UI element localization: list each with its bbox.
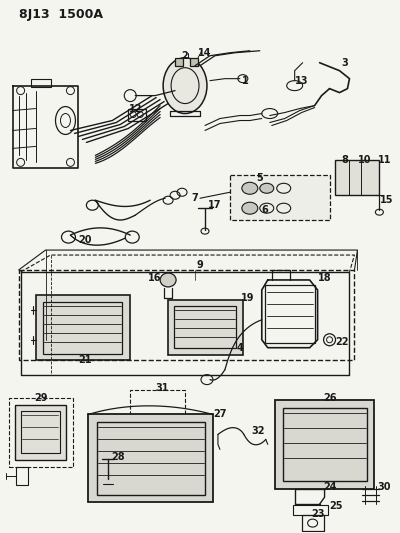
Bar [190,58,198,66]
Text: 4: 4 [236,343,243,353]
Bar [9,398,74,467]
Bar [175,58,183,66]
Text: 29: 29 [34,392,47,402]
Ellipse shape [163,58,207,114]
Text: 6: 6 [261,205,268,215]
Bar [265,285,315,343]
Text: 24: 24 [323,482,336,492]
Text: 27: 27 [213,409,227,419]
Bar [30,79,50,87]
Bar [128,109,146,120]
Text: 2: 2 [182,51,188,61]
Bar [168,300,243,354]
Bar [16,467,28,485]
Text: 25: 25 [329,501,342,511]
Bar [42,302,122,354]
Text: 14: 14 [198,48,212,58]
Text: 10: 10 [358,156,371,165]
Text: 21: 21 [79,354,92,365]
Bar [21,411,60,454]
Text: 11: 11 [378,156,391,165]
Text: 17: 17 [208,200,222,210]
Bar [275,400,374,489]
Ellipse shape [242,182,258,194]
Text: 5: 5 [256,173,263,183]
Text: 3: 3 [341,58,348,68]
Text: 28: 28 [112,453,125,462]
Bar [302,515,324,531]
Text: 18: 18 [318,273,331,283]
Text: 9: 9 [197,260,203,270]
Text: 31: 31 [155,383,169,393]
Ellipse shape [260,183,274,193]
Text: 7: 7 [192,193,198,203]
Text: 1: 1 [242,76,248,86]
Polygon shape [230,175,330,220]
Bar [36,295,130,360]
Text: 16: 16 [148,273,162,283]
Text: 12: 12 [128,103,142,114]
Bar [15,405,66,461]
Text: 13: 13 [295,76,308,86]
Bar [293,505,328,515]
Text: 15: 15 [380,195,393,205]
Bar [97,423,205,495]
Text: 20: 20 [79,235,92,245]
Text: 30: 30 [378,482,391,492]
Bar [130,390,185,424]
Bar [334,160,379,195]
Ellipse shape [160,273,176,287]
Text: 8J13  1500A: 8J13 1500A [19,9,103,21]
Text: 22: 22 [335,337,348,347]
Bar [283,408,368,481]
Text: 23: 23 [311,509,324,519]
Text: 32: 32 [251,426,264,437]
Text: 26: 26 [323,392,336,402]
Bar [174,306,236,348]
Ellipse shape [242,202,258,214]
Text: 8: 8 [341,156,348,165]
Bar [88,415,213,502]
Text: 19: 19 [241,293,254,303]
